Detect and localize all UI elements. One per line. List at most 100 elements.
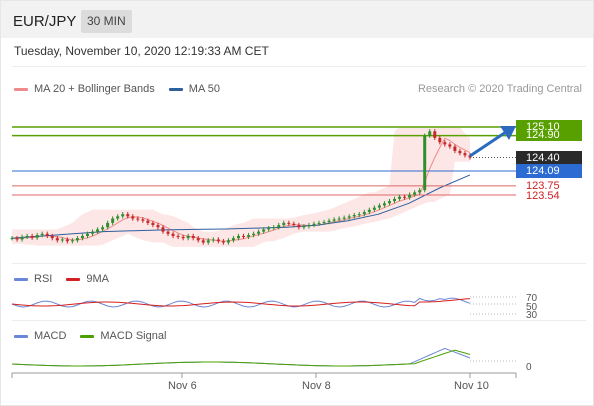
- legend-label: MACD: [34, 330, 67, 342]
- macd-signal-line: [11, 349, 471, 367]
- forecast-arrow-shaft: [469, 130, 507, 158]
- legend-swatch: [168, 87, 183, 91]
- candle-body: [423, 135, 427, 191]
- candle-body: [257, 231, 261, 234]
- candle-body: [10, 238, 14, 240]
- candle-body: [236, 235, 240, 239]
- candle-body: [35, 235, 39, 238]
- candle-body: [70, 240, 74, 242]
- legend-label: 9MA: [86, 273, 109, 285]
- candle-body: [146, 220, 150, 223]
- candle-body: [171, 233, 175, 236]
- timeframe-badge[interactable]: 30 MIN: [81, 10, 132, 33]
- candle-body: [151, 222, 155, 226]
- legend-label: RSI: [34, 273, 53, 285]
- candle-body: [116, 216, 120, 219]
- candle-body: [15, 238, 19, 240]
- candle-body: [332, 219, 336, 221]
- rsi-legend: RSI 9MA: [14, 273, 123, 285]
- forecast-arrow-head: [500, 126, 516, 140]
- candle-body: [106, 222, 110, 228]
- candle-body: [231, 238, 235, 241]
- candle-body: [292, 223, 296, 226]
- candle-body: [322, 222, 326, 224]
- candle-body: [65, 239, 69, 242]
- candle-body: [96, 229, 100, 232]
- research-credit: Research © 2020 Trading Central: [417, 83, 582, 95]
- candle-body: [75, 238, 79, 241]
- candle-body: [85, 233, 89, 236]
- candle-body: [352, 215, 356, 217]
- candle-body: [468, 155, 472, 158]
- ma20-line: [11, 137, 471, 242]
- legend-item-macd-signal: MACD Signal: [80, 330, 166, 342]
- candle-body: [312, 223, 316, 226]
- candle-body: [393, 198, 397, 202]
- candle-body: [55, 238, 59, 241]
- candle-body: [50, 235, 54, 239]
- x-tick-label: Nov 10: [454, 380, 489, 392]
- legend-label: MA 50: [188, 83, 220, 95]
- candle-body: [433, 131, 437, 138]
- candle-body: [282, 222, 286, 226]
- rsi-line: [11, 297, 471, 308]
- legend-label: MA 20 + Bollinger Bands: [34, 83, 155, 95]
- rsi-level-50: 50: [526, 302, 538, 313]
- candle-body: [156, 225, 160, 228]
- candle-body: [126, 214, 130, 217]
- candle-body: [398, 196, 402, 199]
- legend-swatch: [14, 334, 28, 338]
- candle-body: [131, 216, 135, 219]
- candle-body: [428, 131, 432, 136]
- instrument-symbol: EUR/JPY: [13, 13, 77, 30]
- candle-body: [121, 214, 125, 217]
- candle-body: [80, 235, 84, 239]
- candle-body: [357, 214, 361, 216]
- candle-body: [387, 201, 391, 204]
- candle-body: [297, 225, 301, 228]
- chart-header: EUR/JPY 30 MIN: [1, 1, 593, 38]
- candle-body: [347, 216, 351, 218]
- rsi-level-70: 70: [526, 293, 538, 304]
- candle-body: [377, 205, 381, 208]
- candle-body: [362, 211, 366, 215]
- candle-body: [186, 235, 190, 239]
- candle-body: [196, 238, 200, 241]
- candle-body: [211, 239, 215, 241]
- candle-body: [403, 196, 407, 198]
- candle-body: [382, 203, 386, 206]
- candle-body: [221, 241, 225, 243]
- macd-line: [11, 347, 471, 367]
- candle-body: [45, 233, 49, 236]
- x-tick-label: Nov 6: [168, 380, 197, 392]
- candle-body: [242, 235, 246, 237]
- candle-body: [262, 229, 266, 232]
- legend-item-macd: MACD: [14, 330, 66, 342]
- separator: [12, 263, 586, 264]
- candle-body: [206, 240, 210, 243]
- candle-body: [453, 146, 457, 151]
- macd-zero-label: 0: [526, 362, 532, 373]
- main-legend: MA 20 + Bollinger Bands MA 50: [14, 83, 234, 95]
- candle-body: [342, 217, 346, 219]
- candle-body: [30, 235, 34, 238]
- candle-body: [166, 231, 170, 234]
- ma50-line: [11, 174, 471, 239]
- separator: [12, 66, 586, 67]
- candle-body: [272, 227, 276, 229]
- candle-body: [408, 194, 412, 198]
- candle-body: [448, 144, 452, 147]
- macd-legend: MACD MACD Signal: [14, 330, 180, 342]
- rsi-9ma-line: [11, 298, 471, 307]
- last-price-tag: 124.40: [516, 151, 582, 165]
- candle-body: [287, 222, 291, 224]
- support-2-label: 123.54: [526, 190, 560, 202]
- candle-body: [458, 150, 462, 154]
- candle-body: [201, 240, 205, 243]
- candle-body: [463, 153, 467, 156]
- legend-swatch: [14, 277, 28, 281]
- candle-body: [136, 218, 140, 220]
- candle-body: [337, 218, 341, 220]
- support-1-label: 123.75: [526, 180, 560, 192]
